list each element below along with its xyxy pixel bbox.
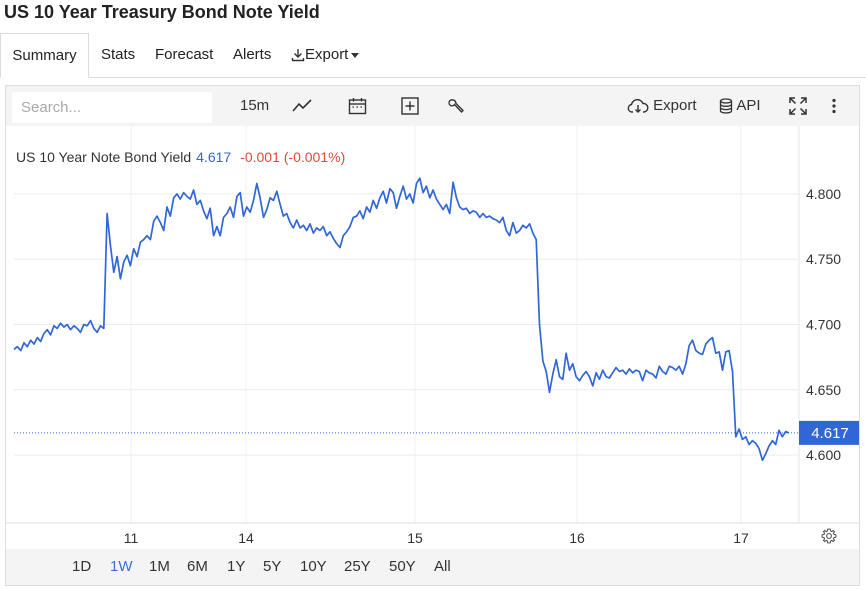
gear-icon [821, 528, 837, 544]
download-icon [291, 49, 305, 62]
y-axis: 4.800 4.750 4.700 4.650 4.600 [806, 186, 841, 463]
date-range-button[interactable] [348, 86, 367, 126]
range-selector-bar: 1D 1W 1M 6M 1Y 5Y 10Y 25Y 50Y All [6, 549, 859, 585]
page-title: US 10 Year Treasury Bond Note Yield [4, 2, 320, 22]
legend-value: 4.617 [196, 149, 231, 165]
y-tick-label: 4.700 [806, 317, 841, 333]
x-tick-label: 14 [238, 530, 254, 546]
more-vertical-icon [832, 98, 836, 114]
x-axis: 11 14 15 16 17 [124, 530, 749, 546]
price-chart[interactable]: 4.800 4.750 4.700 4.650 4.600 11 14 15 16 17 4.6… [6, 126, 859, 549]
x-tick-label: 17 [733, 530, 749, 546]
last-price-value: 4.617 [811, 425, 849, 442]
wrench-icon [448, 99, 464, 114]
tab-export[interactable]: Export [291, 33, 360, 78]
export-button[interactable]: Export [627, 86, 697, 126]
cloud-download-icon [627, 98, 649, 114]
chevron-down-icon [351, 52, 360, 58]
x-tick-label: 15 [407, 530, 423, 546]
range-25y[interactable]: 25Y [344, 558, 371, 575]
line-chart-icon [292, 99, 312, 112]
chart-grid [14, 126, 799, 523]
range-1m[interactable]: 1M [149, 558, 170, 575]
y-tick-label: 4.600 [806, 447, 841, 463]
fullscreen-icon [789, 97, 807, 115]
export-label: Export [653, 97, 697, 114]
tab-export-label: Export [305, 46, 349, 63]
api-label: API [736, 97, 761, 114]
search-input[interactable] [12, 92, 212, 123]
tab-bar: Summary Stats Forecast Alerts Export [0, 33, 866, 78]
range-all[interactable]: All [434, 558, 451, 575]
range-50y[interactable]: 50Y [389, 558, 416, 575]
legend-change: -0.001 (-0.001%) [240, 149, 345, 165]
chart-type-button[interactable] [292, 86, 312, 126]
interval-selector[interactable]: 15m [240, 97, 270, 114]
plus-box-icon [401, 97, 419, 115]
x-tick-label: 16 [569, 530, 585, 546]
range-10y[interactable]: 10Y [300, 558, 327, 575]
last-price-tag: 4.617 [799, 420, 859, 445]
x-tick-label: 11 [124, 530, 139, 546]
tab-summary[interactable]: Summary [0, 33, 89, 78]
fullscreen-button[interactable] [789, 86, 807, 126]
last-price-tag-bg [799, 420, 859, 445]
more-options-button[interactable] [831, 86, 837, 126]
range-6m[interactable]: 6M [187, 558, 208, 575]
y-tick-label: 4.800 [806, 186, 841, 202]
add-indicator-button[interactable] [401, 86, 419, 126]
range-1d[interactable]: 1D [72, 558, 92, 575]
tab-stats[interactable]: Stats [101, 46, 136, 63]
chart-widget: 15m [5, 85, 860, 586]
y-tick-label: 4.750 [806, 251, 841, 267]
calendar-icon [348, 98, 367, 115]
range-1y[interactable]: 1Y [227, 558, 246, 575]
chart-settings-button[interactable] [821, 528, 837, 544]
settings-tools-button[interactable] [447, 86, 465, 126]
range-5y[interactable]: 5Y [263, 558, 282, 575]
chart-toolbar: 15m [6, 86, 859, 126]
tab-alerts[interactable]: Alerts [233, 46, 272, 63]
tab-forecast[interactable]: Forecast [155, 46, 214, 63]
series-line-us10y [13, 177, 790, 462]
database-icon [719, 98, 733, 114]
y-tick-label: 4.650 [806, 382, 841, 398]
legend-series-name: US 10 Year Note Bond Yield [16, 149, 191, 165]
api-button[interactable]: API [719, 86, 761, 126]
chart-legend: US 10 Year Note Bond Yield 4.617 -0.001 (-… [16, 149, 345, 165]
range-1w[interactable]: 1W [110, 558, 133, 575]
